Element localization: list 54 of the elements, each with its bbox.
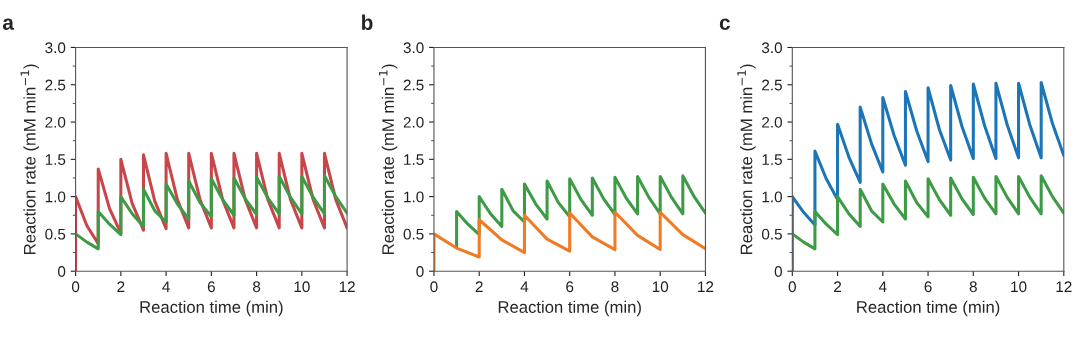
x-tick-label: 6 xyxy=(207,281,215,293)
y-tick-label: 2.0 xyxy=(403,116,424,128)
y-tick-label: 2.0 xyxy=(45,116,66,128)
x-axis-title: Reaction time (min) xyxy=(857,300,1000,317)
y-tick-label: 3.0 xyxy=(403,42,424,54)
y-tick-label: 1.0 xyxy=(762,191,782,203)
chart-title: a xyxy=(2,18,15,30)
x-tick-label: 4 xyxy=(162,281,170,292)
x-tick-label: 12 xyxy=(1056,281,1072,292)
y-tick-label: 0.5 xyxy=(45,228,66,240)
x-tick-label: 8 xyxy=(253,281,261,293)
y-tick-label: 1.5 xyxy=(762,154,782,166)
y-tick-label: 1.0 xyxy=(45,191,66,203)
y-tick-label: 2.5 xyxy=(403,79,424,91)
y-tick-label: 3.0 xyxy=(45,42,66,54)
line-series xyxy=(792,174,1064,251)
y-tick-label: 2.5 xyxy=(762,79,782,91)
y-tick-label: 2.0 xyxy=(762,116,782,128)
y-axis-title: Reaction rate (mM min$^{−1}$) xyxy=(378,64,398,254)
y-tick-label: 3.0 xyxy=(761,42,782,54)
line-series xyxy=(75,174,348,251)
y-axis-title: Reaction rate (mM min$^{−1}$) xyxy=(737,64,756,254)
x-tick-label: 8 xyxy=(969,281,977,293)
x-tick-label: 10 xyxy=(294,281,310,293)
line-series xyxy=(455,174,706,249)
chart-title: c xyxy=(719,18,730,30)
x-tick-label: 12 xyxy=(698,281,714,292)
x-tick-label: 10 xyxy=(652,281,669,293)
x-tick-label: 6 xyxy=(924,281,932,293)
x-tick-label: 0 xyxy=(788,281,796,293)
chart-title: b xyxy=(362,14,373,30)
x-tick-label: 2 xyxy=(834,281,842,292)
x-tick-label: 10 xyxy=(1011,281,1027,293)
x-tick-label: 0 xyxy=(430,281,438,293)
y-tick-label: 2.5 xyxy=(45,79,66,91)
x-tick-label: 8 xyxy=(611,281,619,293)
x-tick-label: 6 xyxy=(566,281,574,293)
y-tick-label: 0 xyxy=(416,266,424,277)
x-tick-label: 4 xyxy=(520,281,529,292)
y-tick-label: 0.5 xyxy=(403,228,424,240)
y-tick-label: 1.5 xyxy=(45,154,66,166)
x-tick-label: 2 xyxy=(117,281,125,292)
y-tick-label: 1.0 xyxy=(404,191,424,203)
x-tick-label: 4 xyxy=(878,281,887,292)
y-axis-title: Reaction rate (mM min$^{−1}$) xyxy=(20,64,39,254)
x-tick-label: 2 xyxy=(475,281,483,292)
y-tick-label: 0 xyxy=(57,266,66,277)
y-tick-label: 0 xyxy=(774,266,782,277)
x-tick-label: 12 xyxy=(339,281,355,292)
y-tick-label: 1.5 xyxy=(404,154,424,166)
x-axis-title: Reaction time (min) xyxy=(140,300,283,317)
x-tick-label: 0 xyxy=(71,281,80,293)
x-axis-title: Reaction time (min) xyxy=(498,300,641,317)
y-tick-label: 0.5 xyxy=(761,228,782,240)
